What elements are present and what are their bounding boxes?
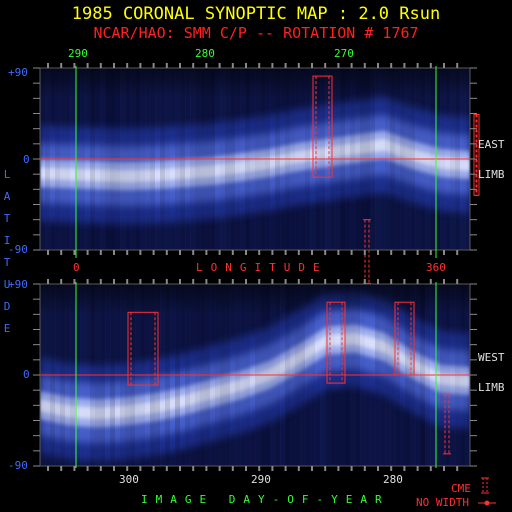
bottom-tick-label-0: 0 — [73, 261, 80, 274]
y-tick-label-bot-plus90: +90 — [8, 278, 28, 291]
cme-width-box — [326, 301, 346, 384]
cme-width-box — [127, 311, 159, 386]
limb-label-bot: LIMB — [478, 381, 505, 394]
x-axis-label-longitude: LONGITUDE — [196, 261, 328, 274]
chart-subtitle: NCAR/HAO: SMM C/P -- ROTATION # 1767 — [93, 24, 419, 42]
y-tick-label-bot-minus90: -90 — [8, 459, 28, 472]
y-axis-label-letter: E — [3, 322, 11, 335]
east-limb-panel — [39, 67, 480, 284]
limb-label-top: LIMB — [478, 168, 505, 181]
legend-cme-label: CME — [451, 482, 471, 495]
y-axis-label-letter: L — [3, 168, 11, 181]
y-tick-label-bot-0: 0 — [23, 368, 30, 381]
top-tick-label-290: 290 — [68, 47, 88, 60]
bottom-tick-label-280: 280 — [383, 473, 403, 486]
top-tick-label-280: 280 — [195, 47, 215, 60]
y-tick-label-top-minus90: -90 — [8, 243, 28, 256]
axes-layer — [33, 63, 496, 506]
x-axis-label-image-day: IMAGE DAY-OF-YEAR — [141, 493, 390, 506]
west-limb-panel — [39, 283, 471, 467]
y-axis-label-letter: U — [3, 278, 11, 291]
y-axis-label-letter: A — [3, 190, 11, 203]
y-axis-label-letter: T — [3, 212, 11, 225]
y-tick-label-top-0: 0 — [23, 153, 30, 166]
legend-no-width-symbol — [484, 500, 490, 506]
west-label: WEST — [478, 351, 505, 364]
y-axis-label-letter: T — [3, 256, 11, 269]
bottom-tick-label-360: 360 — [426, 261, 446, 274]
map-top-fade — [40, 68, 470, 98]
band-bright-core — [40, 138, 470, 183]
chart-title: 1985 CORONAL SYNOPTIC MAP : 2.0 Rsun — [71, 4, 441, 24]
cme-width-box — [394, 301, 415, 376]
bottom-tick-label-300: 300 — [119, 473, 139, 486]
legend-no-width-label: NO WIDTH — [416, 496, 469, 509]
cme-width-box — [312, 75, 333, 178]
top-tick-label-270: 270 — [334, 47, 354, 60]
y-axis-label-letter: D — [3, 300, 11, 313]
y-axis-label-letter: I — [3, 234, 11, 247]
east-label: EAST — [478, 138, 505, 151]
band-bright-core — [40, 332, 470, 420]
y-tick-label-top-plus90: +90 — [8, 66, 28, 79]
bottom-tick-label-290: 290 — [251, 473, 271, 486]
map-top-fade — [40, 284, 470, 314]
